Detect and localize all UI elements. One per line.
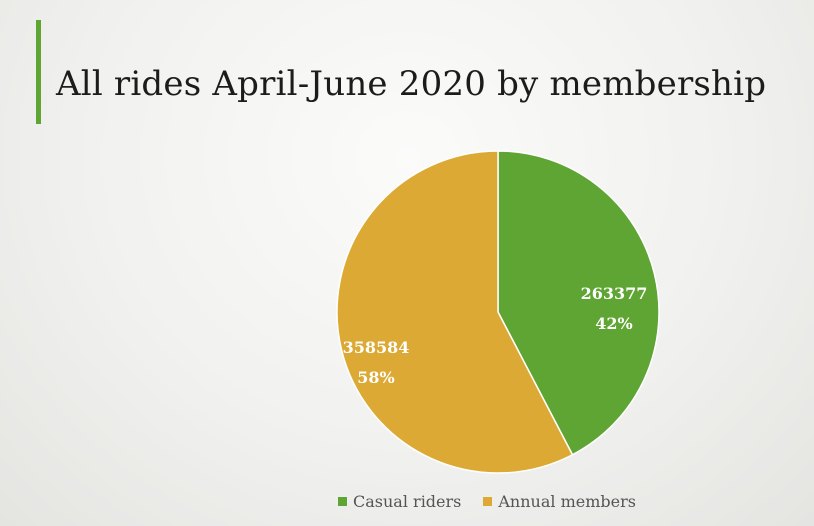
legend-swatch-annual-members	[483, 497, 493, 506]
legend-item-annual-members: Annual members	[483, 492, 636, 511]
data-label-value-casual-riders: 263377	[581, 284, 648, 303]
page-title: All rides April-June 2020 by membership	[56, 64, 767, 104]
data-label-percent-casual-riders: 42%	[595, 314, 632, 333]
data-label-percent-annual-members: 58%	[357, 368, 394, 387]
title-accent-bar	[36, 20, 41, 124]
legend-label-annual-members: Annual members	[498, 492, 636, 511]
legend-item-casual-riders: Casual riders	[338, 492, 461, 511]
chart-legend: Casual riders Annual members	[338, 492, 658, 511]
legend-label-casual-riders: Casual riders	[353, 492, 462, 511]
data-label-value-annual-members: 358584	[343, 338, 410, 357]
legend-swatch-casual-riders	[338, 497, 347, 506]
pie-slice-casual-riders	[497, 150, 660, 456]
pie-slice-annual-members	[336, 150, 574, 474]
